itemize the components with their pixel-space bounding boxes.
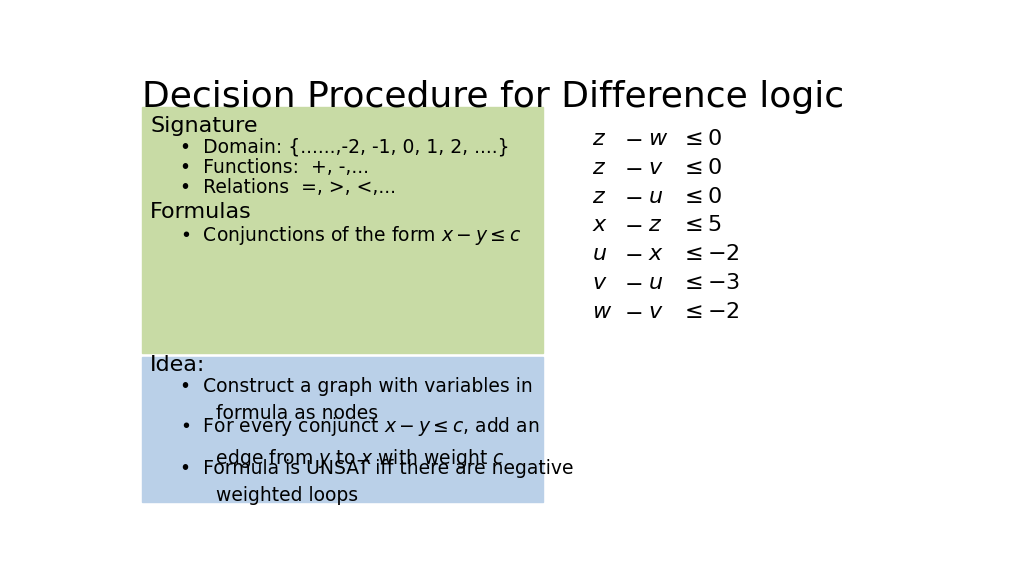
Text: $\mathit{u}$: $\mathit{u}$ bbox=[648, 187, 663, 207]
Text: •  For every conjunct $x - y \leq c$, add an
      edge from $y$ to $x$ with wei: • For every conjunct $x - y \leq c$, add… bbox=[179, 415, 539, 469]
Text: •  Formula is UNSAT iff there are negative
      weighted loops: • Formula is UNSAT iff there are negativ… bbox=[179, 460, 573, 505]
Text: $\mathit{z}$: $\mathit{z}$ bbox=[592, 158, 606, 178]
Text: •  Domain: {......,-2, -1, 0, 1, 2, ....}: • Domain: {......,-2, -1, 0, 1, 2, ....} bbox=[179, 138, 509, 157]
Text: Idea:: Idea: bbox=[151, 355, 206, 375]
Text: $\mathit{x}$: $\mathit{x}$ bbox=[592, 215, 608, 236]
Text: $\mathit{w}$: $\mathit{w}$ bbox=[592, 302, 612, 322]
Text: $\mathit{0}$: $\mathit{0}$ bbox=[708, 187, 722, 207]
Text: Signature: Signature bbox=[151, 116, 258, 136]
Text: $-$: $-$ bbox=[624, 187, 642, 207]
Text: $\mathit{z}$: $\mathit{z}$ bbox=[592, 129, 606, 149]
Text: $-$: $-$ bbox=[624, 158, 642, 178]
Text: $-$: $-$ bbox=[624, 273, 642, 293]
Text: $-$: $-$ bbox=[624, 244, 642, 264]
Text: $−2$: $−2$ bbox=[708, 244, 740, 264]
Text: $\leq$: $\leq$ bbox=[680, 187, 702, 207]
Text: $\mathit{v}$: $\mathit{v}$ bbox=[648, 302, 664, 322]
Text: $\mathit{v}$: $\mathit{v}$ bbox=[648, 158, 664, 178]
Text: •  Construct a graph with variables in
      formula as nodes: • Construct a graph with variables in fo… bbox=[179, 377, 532, 423]
Text: •  Relations  =, >, <,...: • Relations =, >, <,... bbox=[179, 178, 395, 197]
Text: $\mathit{z}$: $\mathit{z}$ bbox=[592, 187, 606, 207]
Text: $\mathit{v}$: $\mathit{v}$ bbox=[592, 273, 607, 293]
Text: $\leq$: $\leq$ bbox=[680, 244, 702, 264]
Text: $-$: $-$ bbox=[624, 302, 642, 322]
Text: $\leq$: $\leq$ bbox=[680, 302, 702, 322]
Text: $\mathit{x}$: $\mathit{x}$ bbox=[648, 244, 664, 264]
FancyBboxPatch shape bbox=[142, 107, 543, 353]
Text: $-$: $-$ bbox=[624, 215, 642, 236]
Text: $\leq$: $\leq$ bbox=[680, 129, 702, 149]
Text: $\leq$: $\leq$ bbox=[680, 158, 702, 178]
Text: $−3$: $−3$ bbox=[708, 273, 740, 293]
Text: $−2$: $−2$ bbox=[708, 302, 740, 322]
Text: $\leq$: $\leq$ bbox=[680, 273, 702, 293]
Text: $\mathit{z}$: $\mathit{z}$ bbox=[648, 215, 662, 236]
Text: $\mathit{5}$: $\mathit{5}$ bbox=[708, 215, 722, 236]
Text: $\mathit{w}$: $\mathit{w}$ bbox=[648, 129, 668, 149]
Text: $\leq$: $\leq$ bbox=[680, 215, 702, 236]
Text: $\mathit{0}$: $\mathit{0}$ bbox=[708, 158, 722, 178]
Text: $\mathit{0}$: $\mathit{0}$ bbox=[708, 129, 722, 149]
Text: $\mathit{u}$: $\mathit{u}$ bbox=[648, 273, 663, 293]
Text: $-$: $-$ bbox=[624, 129, 642, 149]
Text: $\mathit{u}$: $\mathit{u}$ bbox=[592, 244, 607, 264]
Text: Formulas: Formulas bbox=[151, 202, 252, 222]
Text: •  Functions:  +, -,...: • Functions: +, -,... bbox=[179, 158, 369, 177]
Text: Decision Procedure for Difference logic: Decision Procedure for Difference logic bbox=[142, 80, 845, 114]
Text: •  Conjunctions of the form $x - y \leq c$: • Conjunctions of the form $x - y \leq c… bbox=[179, 224, 521, 247]
FancyBboxPatch shape bbox=[142, 357, 543, 502]
